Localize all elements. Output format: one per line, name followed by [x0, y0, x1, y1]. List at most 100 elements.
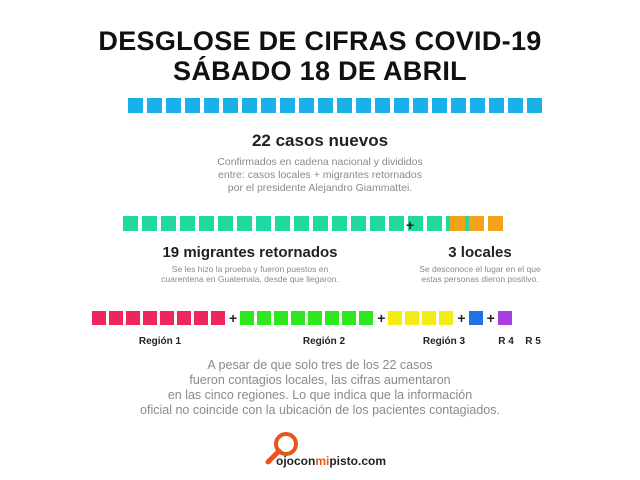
region-4-label: R 4 [498, 336, 514, 347]
region-2-case-square [359, 311, 374, 325]
region-2-label: Región 2 [302, 336, 346, 347]
total-description-line: por el presidente Alejandro Giammattei. [227, 182, 413, 194]
locals-squares [450, 216, 507, 231]
region-2-case-square [257, 311, 272, 325]
case-square [375, 98, 390, 113]
region-1-case-square [177, 311, 191, 325]
footer-paragraph: A pesar de que solo tres de los 22 casos… [0, 358, 640, 418]
case-square [166, 98, 181, 113]
migrant-case-square [142, 216, 157, 231]
footer-line: A pesar de que solo tres de los 22 casos [207, 358, 433, 372]
region-plus-sign: + [486, 310, 495, 326]
region-plus-sign: + [457, 310, 466, 326]
region-plus-sign: + [377, 310, 386, 326]
case-square [413, 98, 428, 113]
region-5-case-square [497, 311, 512, 325]
logo-suffix: pisto.com [329, 454, 387, 468]
migrants-description-line: cuarentena en Guatemala, desde que llega… [161, 274, 339, 284]
locals-description-line: Se desconoce el lugar en el que [419, 264, 541, 274]
region-1-case-square [194, 311, 208, 325]
title-line-1: DESGLOSE DE CIFRAS COVID-19 [98, 26, 542, 56]
region-1-case-square [109, 311, 123, 325]
migrant-case-square [427, 216, 442, 231]
case-square [432, 98, 447, 113]
migrant-case-square [256, 216, 271, 231]
logo-accent: mi [315, 454, 330, 468]
migrant-case-square [275, 216, 290, 231]
total-description: Confirmados en cadena nacional y dividid… [0, 156, 640, 195]
region-3-case-square [405, 311, 420, 325]
case-square [280, 98, 295, 113]
migrant-case-square [313, 216, 328, 231]
local-case-square [469, 216, 484, 231]
case-square [204, 98, 219, 113]
migrant-case-square [123, 216, 138, 231]
case-square [356, 98, 371, 113]
region-3-case-square [422, 311, 437, 325]
regions-squares: + + + + [92, 311, 515, 325]
migrant-case-square [237, 216, 252, 231]
footer-line: fueron contagios locales, las cifras aum… [189, 373, 451, 387]
region-1-case-square [126, 311, 140, 325]
case-square [128, 98, 143, 113]
region-plus-sign: + [229, 310, 238, 326]
region-3-case-square [439, 311, 454, 325]
case-square [185, 98, 200, 113]
migrants-heading: 19 migrantes retornados [162, 244, 338, 261]
case-square [527, 98, 542, 113]
local-case-square [488, 216, 503, 231]
total-description-line: Confirmados en cadena nacional y dividid… [217, 156, 423, 168]
region-2-case-square [325, 311, 340, 325]
region-3-label: Región 3 [422, 336, 466, 347]
case-square [299, 98, 314, 113]
migrants-description-line: Se les hizo la prueba y fueron puestos e… [171, 264, 329, 274]
case-square [147, 98, 162, 113]
migrant-case-square [199, 216, 214, 231]
region-4-case-square [468, 311, 483, 325]
case-square [223, 98, 238, 113]
locals-heading: 3 locales [448, 244, 512, 261]
case-square [451, 98, 466, 113]
title-line-2: SÁBADO 18 DE ABRIL [173, 56, 467, 86]
region-1-case-square [160, 311, 174, 325]
local-case-square [450, 216, 465, 231]
case-square [337, 98, 352, 113]
region-1-case-square [143, 311, 157, 325]
migrant-case-square [408, 216, 423, 231]
total-description-line: entre: casos locales + migrantes retorna… [218, 169, 422, 181]
logo-wordmark: ojoconmipisto.com [276, 454, 386, 468]
migrant-case-square [389, 216, 404, 231]
migrant-case-square [370, 216, 385, 231]
locals-description: Se desconoce el lugar en el que estas pe… [395, 264, 565, 284]
case-square [394, 98, 409, 113]
plus-sign: + [406, 217, 415, 233]
migrant-case-square [218, 216, 233, 231]
region-5-label: R 5 [525, 336, 541, 347]
region-2-case-square [274, 311, 289, 325]
migrant-case-square [161, 216, 176, 231]
migrants-squares [123, 216, 484, 231]
migrants-description: Se les hizo la prueba y fueron puestos e… [110, 264, 390, 284]
locals-description-line: estas personas dieron positivo. [421, 274, 539, 284]
footer-line: en las cinco regiones. Lo que indica que… [167, 388, 473, 402]
migrant-case-square [332, 216, 347, 231]
logo-prefix: ojocon [276, 454, 316, 468]
magnifier-icon [265, 432, 298, 465]
footer-line: oficial no coincide con la ubicación de … [140, 403, 500, 417]
site-logo[interactable]: ojoconmipisto.com [262, 430, 402, 470]
region-1-case-square [211, 311, 225, 325]
case-square [261, 98, 276, 113]
total-cases-squares [128, 98, 546, 113]
total-heading: 22 casos nuevos [251, 131, 389, 150]
case-square [470, 98, 485, 113]
case-square [318, 98, 333, 113]
region-3-case-square [388, 311, 403, 325]
region-1-label: Región 1 [138, 336, 182, 347]
migrant-case-square [294, 216, 309, 231]
migrant-case-square [180, 216, 195, 231]
region-2-case-square [308, 311, 323, 325]
region-1-case-square [92, 311, 106, 325]
region-2-case-square [342, 311, 357, 325]
case-square [489, 98, 504, 113]
region-2-case-square [240, 311, 255, 325]
